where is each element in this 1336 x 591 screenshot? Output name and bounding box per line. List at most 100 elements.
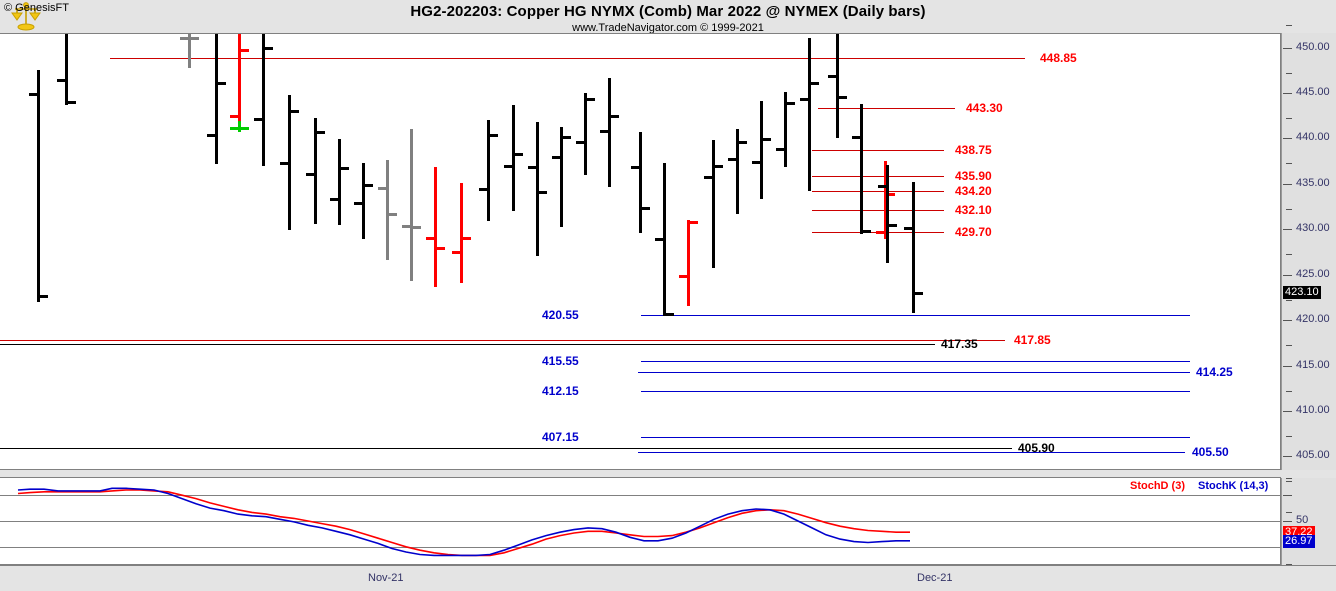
- axis-tick-label: 405.00: [1296, 449, 1330, 461]
- axis-tick: [1283, 275, 1292, 276]
- price-axis[interactable]: 450.00 445.00 440.00 435.00 430.00 425.00 420.…: [1281, 25, 1336, 565]
- ohlc-open-tick: [230, 115, 238, 118]
- level-label-434.20[interactable]: 434.20: [955, 184, 992, 198]
- level-label-405.90[interactable]: 405.90: [1018, 441, 1055, 455]
- ohlc-bar[interactable]: [288, 95, 291, 230]
- ohlc-close-tick: [715, 165, 723, 168]
- ohlc-open-tick: [402, 225, 410, 228]
- ohlc-bar[interactable]: [512, 105, 515, 211]
- stochastic-indicator-panel[interactable]: StochD (3) StochK (14,3): [0, 477, 1281, 565]
- ohlc-close-tick: [218, 82, 226, 85]
- date-axis-label: Dec-21: [917, 572, 953, 584]
- ohlc-open-tick: [230, 127, 238, 130]
- stoch-k-legend: StochK (14,3): [1198, 480, 1269, 492]
- ohlc-close-tick: [191, 37, 199, 40]
- ohlc-bar[interactable]: [736, 129, 739, 214]
- axis-minor-tick: [1286, 481, 1292, 482]
- ohlc-open-tick: [504, 165, 512, 168]
- ohlc-bar[interactable]: [262, 34, 265, 166]
- ohlc-bar[interactable]: [386, 160, 389, 260]
- ohlc-bar[interactable]: [362, 163, 365, 239]
- level-label-435.90[interactable]: 435.90: [955, 169, 992, 183]
- ohlc-bar[interactable]: [760, 101, 763, 199]
- ohlc-bar[interactable]: [560, 127, 563, 227]
- ohlc-open-tick: [354, 202, 362, 205]
- last-price-flag[interactable]: 423.10: [1283, 286, 1321, 299]
- level-line-434.20[interactable]: [812, 191, 944, 192]
- ohlc-bar[interactable]: [687, 220, 690, 306]
- level-line-405.50[interactable]: [638, 452, 1185, 453]
- ohlc-bar[interactable]: [860, 104, 863, 234]
- ohlc-bar[interactable]: [884, 161, 887, 239]
- level-line-432.10[interactable]: [812, 210, 944, 211]
- ohlc-close-tick: [587, 98, 595, 101]
- level-label-417.85[interactable]: 417.85: [1014, 333, 1051, 347]
- ohlc-bar[interactable]: [886, 165, 889, 263]
- level-line-405.90[interactable]: [0, 448, 1012, 449]
- ohlc-close-tick: [839, 96, 847, 99]
- level-line-407.15[interactable]: [641, 437, 1190, 438]
- ohlc-close-tick: [389, 213, 397, 216]
- axis-minor-tick: [1286, 73, 1292, 74]
- level-line-415.55[interactable]: [641, 361, 1190, 362]
- ohlc-close-tick: [265, 47, 273, 50]
- level-label-429.70[interactable]: 429.70: [955, 225, 992, 239]
- indicator-axis-tick: [1286, 478, 1292, 479]
- ohlc-bar[interactable]: [639, 132, 642, 233]
- level-label-420.55[interactable]: 420.55: [542, 308, 579, 322]
- ohlc-bar[interactable]: [338, 139, 341, 225]
- ohlc-bar[interactable]: [188, 34, 191, 68]
- date-axis-label: Nov-21: [368, 572, 404, 584]
- ohlc-bar[interactable]: [712, 140, 715, 268]
- ohlc-bar[interactable]: [410, 129, 413, 281]
- stoch-k-value-flag[interactable]: 26.97: [1283, 535, 1315, 548]
- ohlc-bar[interactable]: [460, 183, 463, 283]
- level-label-414.25[interactable]: 414.25: [1196, 365, 1233, 379]
- ohlc-bar[interactable]: [487, 120, 490, 221]
- level-label-407.15[interactable]: 407.15: [542, 430, 579, 444]
- level-line-414.25[interactable]: [638, 372, 1190, 373]
- ohlc-bar[interactable]: [836, 34, 839, 138]
- level-label-438.75[interactable]: 438.75: [955, 143, 992, 157]
- ohlc-bar[interactable]: [238, 34, 241, 127]
- level-line-417.85[interactable]: [0, 340, 1005, 341]
- axis-tick-label: 425.00: [1296, 268, 1330, 280]
- level-line-412.15[interactable]: [641, 391, 1190, 392]
- indicator-axis-tick: [1286, 564, 1292, 565]
- level-line-435.90[interactable]: [812, 176, 944, 177]
- ohlc-close-tick: [787, 102, 795, 105]
- level-label-417.35[interactable]: 417.35: [941, 337, 978, 351]
- level-label-448.85[interactable]: 448.85: [1040, 51, 1077, 65]
- ohlc-open-tick: [330, 198, 338, 201]
- ohlc-bar[interactable]: [608, 78, 611, 187]
- ohlc-bar[interactable]: [536, 122, 539, 256]
- level-line-443.30[interactable]: [818, 108, 955, 109]
- ohlc-bar[interactable]: [434, 167, 437, 287]
- level-label-412.15[interactable]: 412.15: [542, 384, 579, 398]
- ohlc-bar[interactable]: [808, 38, 811, 191]
- ohlc-bar[interactable]: [584, 93, 587, 175]
- level-label-443.30[interactable]: 443.30: [966, 101, 1003, 115]
- ohlc-bar[interactable]: [238, 121, 241, 132]
- ohlc-bar[interactable]: [65, 34, 68, 105]
- level-line-438.75[interactable]: [812, 150, 944, 151]
- level-label-415.55[interactable]: 415.55: [542, 354, 579, 368]
- level-label-405.50[interactable]: 405.50: [1192, 445, 1229, 459]
- ohlc-open-tick: [180, 37, 188, 40]
- indicator-axis-tick: [1283, 521, 1292, 522]
- ohlc-bar[interactable]: [912, 182, 915, 313]
- price-chart-panel[interactable]: 448.85 443.30 438.75 435.90 434.20 432.10 429.…: [0, 33, 1281, 470]
- ohlc-close-tick: [666, 313, 674, 316]
- level-line-417.35[interactable]: [0, 344, 935, 345]
- level-label-432.10[interactable]: 432.10: [955, 203, 992, 217]
- level-line-448.85[interactable]: [110, 58, 1025, 59]
- ohlc-bar[interactable]: [784, 92, 787, 167]
- ohlc-bar[interactable]: [314, 118, 317, 224]
- ohlc-close-tick: [863, 230, 871, 233]
- chart-header: HG2-202203: Copper HG NYMX (Comb) Mar 20…: [0, 0, 1336, 34]
- ohlc-bar[interactable]: [37, 70, 40, 302]
- ohlc-bar[interactable]: [663, 163, 666, 316]
- level-line-420.55[interactable]: [641, 315, 1190, 316]
- axis-tick: [1283, 229, 1292, 230]
- ohlc-bar[interactable]: [215, 34, 218, 164]
